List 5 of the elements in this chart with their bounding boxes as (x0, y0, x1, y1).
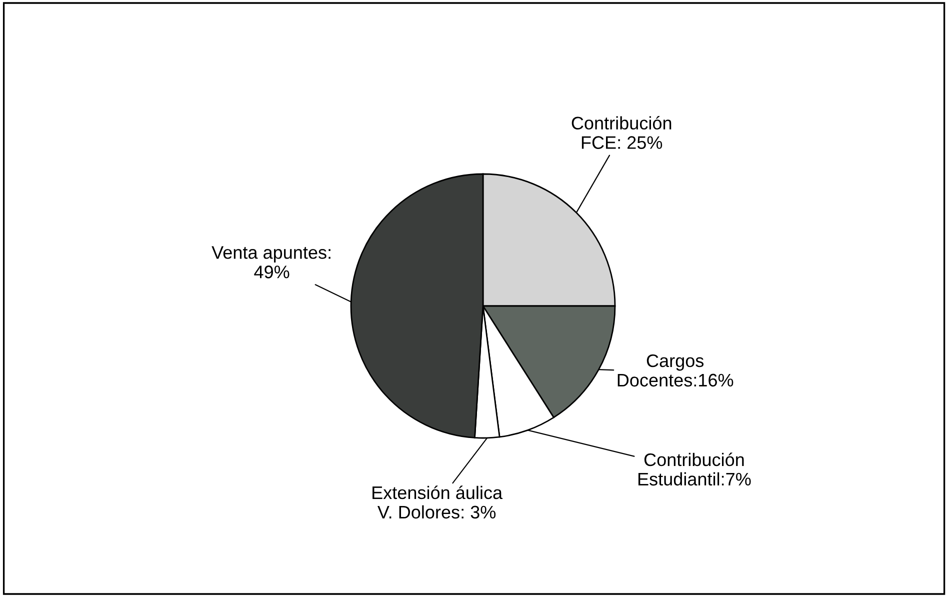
slice-label: Contribución Estudiantil:7% (638, 452, 751, 486)
slice-label: Cargos Docentes:16% (618, 354, 734, 387)
slice-label: Venta apuntes: 49% (212, 246, 330, 278)
slice-label: Extensión áulica V. Dolores: 3% (372, 486, 503, 519)
slice-label: Contribución FCE: 25% (572, 116, 672, 149)
